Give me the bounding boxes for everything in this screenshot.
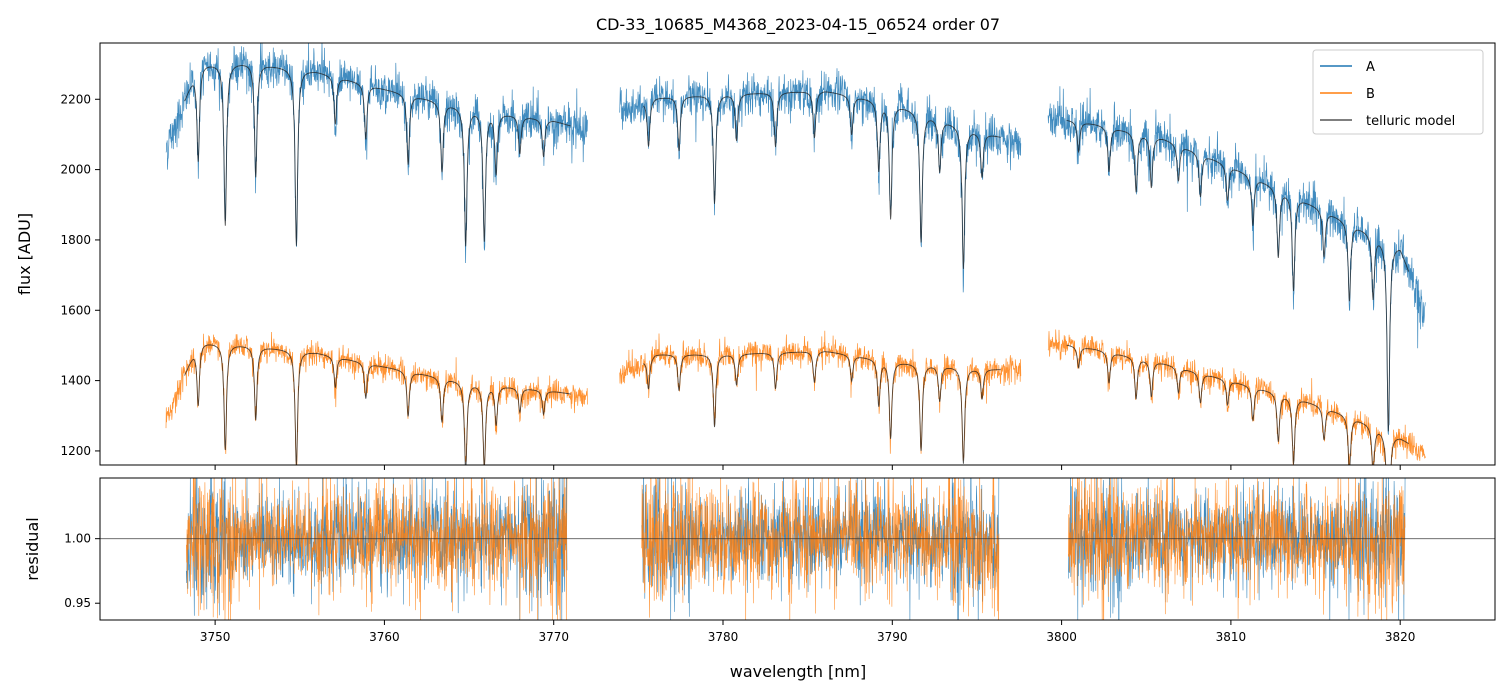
residual-x-axis-ticks: 3750 3760 3770 3780 3790 3800 3810 3820 — [200, 620, 1416, 644]
residual-y-tick-label: 1.00 — [64, 532, 91, 546]
residual-plot-area — [100, 478, 1495, 620]
legend: A B telluric model — [1312, 49, 1484, 135]
flux-y-tick-label: 1400 — [60, 374, 91, 388]
x-tick-label: 3760 — [369, 630, 400, 644]
flux-y-axis-label: flux [ADU] — [15, 213, 34, 295]
legend-label-telluric: telluric model — [1366, 114, 1455, 129]
x-tick-label: 3750 — [200, 630, 231, 644]
flux-y-tick-label: 1800 — [60, 233, 91, 247]
telluric-model-line-a-segment-2 — [643, 91, 1001, 269]
telluric-model-line-b-segment-2 — [643, 351, 1001, 464]
residual-y-tick-label: 0.95 — [64, 596, 91, 610]
residual-axes-frame — [99, 477, 1496, 621]
legend-box — [1312, 49, 1484, 135]
flux-y-tick-label: 1200 — [60, 444, 91, 458]
residual-y-axis-label: residual — [23, 517, 42, 580]
telluric-model-line-a-segment-1 — [184, 65, 571, 247]
telluric-model-line-a-segment-3 — [1066, 119, 1410, 432]
flux-x-axis-ticks — [214, 465, 1401, 470]
residual-b-line-segment-1 — [186, 478, 568, 620]
telluric-model-line-b-segment-1 — [184, 344, 571, 465]
x-axis-label: wavelength [nm] — [730, 662, 867, 681]
flux-panel: 1200 1400 1600 1800 2000 2200 flux [ADU] A B … — [15, 42, 1496, 470]
x-tick-label: 3800 — [1046, 630, 1077, 644]
residual-panel: 0.95 1.00 3750 3760 3770 3780 3790 3800 3810 382… — [23, 477, 1496, 681]
x-tick-label: 3790 — [877, 630, 908, 644]
residual-a-line-segment-3 — [1068, 478, 1406, 620]
telluric-model-line-b-segment-3 — [1066, 344, 1409, 465]
flux-y-tick-label: 2000 — [60, 163, 91, 177]
flux-axes-frame — [99, 42, 1496, 466]
flux-y-tick-label: 1600 — [60, 303, 91, 317]
x-tick-label: 3780 — [708, 630, 739, 644]
x-tick-label: 3770 — [538, 630, 569, 644]
legend-label-b: B — [1366, 87, 1375, 102]
series-a-line-segment-2 — [619, 68, 1022, 293]
chart-title: CD-33_10685_M4368_2023-04-15_06524 order… — [596, 15, 1000, 35]
residual-b-line-segment-2 — [641, 478, 1000, 620]
residual-y-axis-ticks: 0.95 1.00 — [64, 532, 100, 610]
residual-b-line-segment-3 — [1068, 478, 1406, 620]
legend-label-a: A — [1366, 60, 1375, 75]
series-a-line-segment-1 — [165, 43, 588, 264]
series-b-line-segment-2 — [619, 330, 1022, 461]
x-tick-label: 3810 — [1216, 630, 1247, 644]
flux-plot-area — [165, 43, 1426, 465]
flux-y-tick-label: 2200 — [60, 92, 91, 106]
flux-y-axis-ticks: 1200 1400 1600 1800 2000 2200 — [60, 92, 100, 458]
x-tick-label: 3820 — [1385, 630, 1416, 644]
